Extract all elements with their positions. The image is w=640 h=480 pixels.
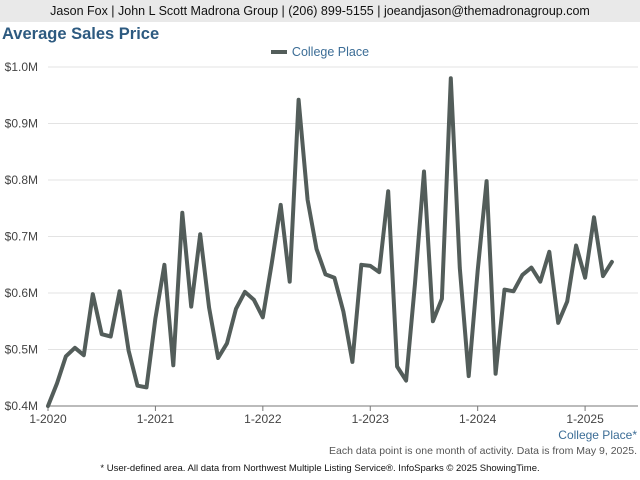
legend-swatch	[270, 49, 287, 54]
y-tick-label: $0.6M	[5, 286, 38, 300]
series-line-college-place	[46, 76, 614, 408]
y-tick-label: $0.4M	[5, 399, 38, 413]
y-tick-label: $0.7M	[5, 230, 38, 244]
y-tick-label: $1.0M	[5, 60, 38, 74]
x-tick-label: 1-2021	[137, 412, 175, 426]
x-tick-label: 1-2023	[352, 412, 390, 426]
footer-disclaimer: * User-defined area. All data from North…	[100, 463, 540, 474]
y-tick-label: $0.9M	[5, 117, 38, 131]
agent-contact-bar: Jason Fox | John L Scott Madrona Group |…	[0, 0, 640, 22]
legend: College Place	[0, 45, 640, 59]
y-tick-label: $0.5M	[5, 343, 38, 357]
y-tick-label: $0.8M	[5, 173, 38, 187]
x-tick-label: 1-2020	[29, 412, 67, 426]
data-note: Each data point is one month of activity…	[329, 445, 637, 457]
area-label: College Place*	[558, 428, 637, 442]
x-tick-label: 1-2025	[566, 412, 604, 426]
chart-title: Average Sales Price	[2, 25, 160, 43]
x-tick-label: 1-2024	[459, 412, 497, 426]
x-tick-label: 1-2022	[244, 412, 282, 426]
legend-label: College Place	[291, 45, 370, 59]
